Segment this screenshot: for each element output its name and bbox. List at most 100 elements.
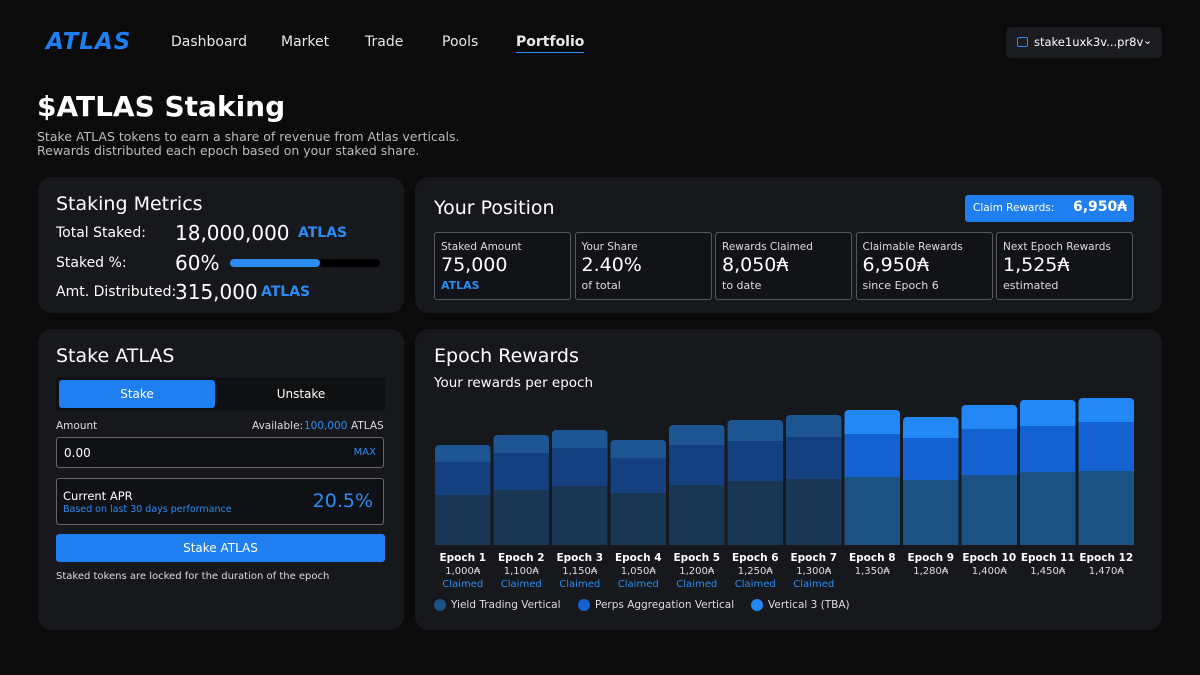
bar-group <box>727 420 783 545</box>
value-label: 1,470₳ <box>1089 566 1125 577</box>
bar-segment <box>727 441 783 481</box>
bar-group <box>1020 400 1076 545</box>
tab-unstake[interactable]: Unstake <box>276 387 326 401</box>
nav-link[interactable]: Dashboard <box>171 34 247 50</box>
card-label: Your Share <box>581 241 638 253</box>
metric-label: Amt. Distributed: <box>56 284 177 300</box>
value-label: 1,000₳ <box>445 566 481 577</box>
chart: Epoch 1 1,000₳ Claimed Epoch 2 1,100₳ Claimed… <box>434 398 1134 611</box>
max-button[interactable]: MAX <box>353 447 376 458</box>
bar-segment <box>493 453 549 490</box>
legend-label: Yield Trading Vertical <box>450 599 561 611</box>
card-value: 8,050₳ <box>722 254 789 276</box>
panel-title: Your Position <box>434 197 555 219</box>
amount-input[interactable]: 0.00 MAX <box>56 437 384 468</box>
card-note: ATLAS <box>441 279 480 292</box>
stake-button[interactable]: Stake ATLAS <box>56 534 385 562</box>
status-label: Claimed <box>501 579 542 590</box>
bar-segment <box>1078 471 1134 545</box>
nav-link[interactable]: Portfolio <box>516 34 585 53</box>
page-title: $ATLAS Staking <box>37 90 286 123</box>
value-label: 1,300₳ <box>796 566 832 577</box>
bar-segment <box>727 481 783 545</box>
wallet-icon <box>1017 37 1028 47</box>
status-label: Claimed <box>442 579 483 590</box>
bar-group <box>435 445 491 545</box>
bar-group <box>844 410 900 545</box>
bar-group <box>552 430 608 545</box>
metric-value: 18,000,000 <box>175 221 290 245</box>
bar-segment <box>1020 426 1076 472</box>
value-label: 1,350₳ <box>855 566 891 577</box>
value-label: 1,150₳ <box>562 566 598 577</box>
bar-segment <box>669 445 725 485</box>
tab-bar: Stake Unstake <box>56 377 385 411</box>
bar-group <box>903 417 959 545</box>
bar-segment <box>1020 404 1076 426</box>
card-label: Rewards Claimed <box>722 241 813 253</box>
bar-segment <box>903 421 959 438</box>
x-tick-label: Epoch 6 <box>732 552 779 564</box>
chart-subtitle: Your rewards per epoch <box>434 375 594 391</box>
card-label: Next Epoch Rewards <box>1003 241 1111 253</box>
x-tick-label: Epoch 9 <box>907 552 954 564</box>
metric-unit: ATLAS <box>298 225 348 241</box>
tab-stake[interactable]: Stake <box>59 380 215 408</box>
bar-segment <box>844 434 900 477</box>
metric-value: 60% <box>175 251 220 275</box>
bar-segment <box>961 429 1017 475</box>
value-label: 1,200₳ <box>679 566 715 577</box>
card-note: of total <box>581 279 621 292</box>
bar-segment <box>786 419 842 437</box>
bar-segment <box>786 437 842 479</box>
value-label: 1,250₳ <box>738 566 774 577</box>
claim-button[interactable]: Claim Rewards: 6,950₳ <box>965 195 1134 222</box>
bar-segment <box>552 448 608 486</box>
legend-label: Vertical 3 (TBA) <box>768 599 850 611</box>
x-tick-label: Epoch 4 <box>615 552 662 564</box>
position-card: Your Share 2.40% of total <box>574 232 712 300</box>
chevron: ⌄ <box>1143 34 1153 47</box>
status-label: Claimed <box>793 579 834 590</box>
status-label: Claimed <box>618 579 659 590</box>
bar-segment <box>435 449 491 462</box>
bar-group <box>1078 398 1134 545</box>
card-note: to date <box>722 279 762 292</box>
metric-label: Total Staked: <box>56 225 146 241</box>
claim-label: Claim Rewards: <box>973 202 1055 214</box>
nav-link[interactable]: Pools <box>442 34 479 50</box>
logo[interactable]: ATLAS <box>46 29 132 55</box>
metrics-panel: Staking Metrics Total Staked: 18,000,000… <box>38 177 404 313</box>
value-label: 1,450₳ <box>1030 566 1066 577</box>
bar-segment <box>961 475 1017 545</box>
panel-title: Staking Metrics <box>56 193 203 215</box>
wallet-button[interactable]: stake1uxk3v...pr8v ⌄ <box>1006 27 1162 58</box>
bar-segment <box>493 490 549 545</box>
nav-link[interactable]: Trade <box>365 34 404 50</box>
status-label: Claimed <box>735 579 776 590</box>
bar-group <box>669 425 725 545</box>
value-label: 1,400₳ <box>972 566 1008 577</box>
legend-swatch <box>434 599 446 611</box>
x-tick-label: Epoch 8 <box>849 552 896 564</box>
footnote: Staked tokens are locked for the duratio… <box>56 571 330 582</box>
bar-group <box>493 435 549 545</box>
bar-segment <box>903 480 959 545</box>
position-card: Rewards Claimed 8,050₳ to date <box>715 232 852 300</box>
available-label: Available: <box>252 420 304 432</box>
position-card: Next Epoch Rewards 1,525₳ estimated <box>996 232 1133 300</box>
progress-fill <box>230 259 320 267</box>
metric-unit: ATLAS <box>261 284 311 300</box>
nav-link[interactable]: Market <box>281 34 330 50</box>
apr-value: 20.5% <box>312 490 373 512</box>
value-label: 1,100₳ <box>504 566 540 577</box>
bar-group <box>786 415 842 545</box>
available-unit: ATLAS <box>351 420 384 432</box>
x-tick-label: Epoch 11 <box>1021 552 1075 564</box>
bar-segment <box>669 485 725 545</box>
card-value: 75,000 <box>441 254 508 276</box>
legend-swatch <box>578 599 590 611</box>
bar-segment <box>903 438 959 480</box>
bar-segment <box>435 462 491 495</box>
